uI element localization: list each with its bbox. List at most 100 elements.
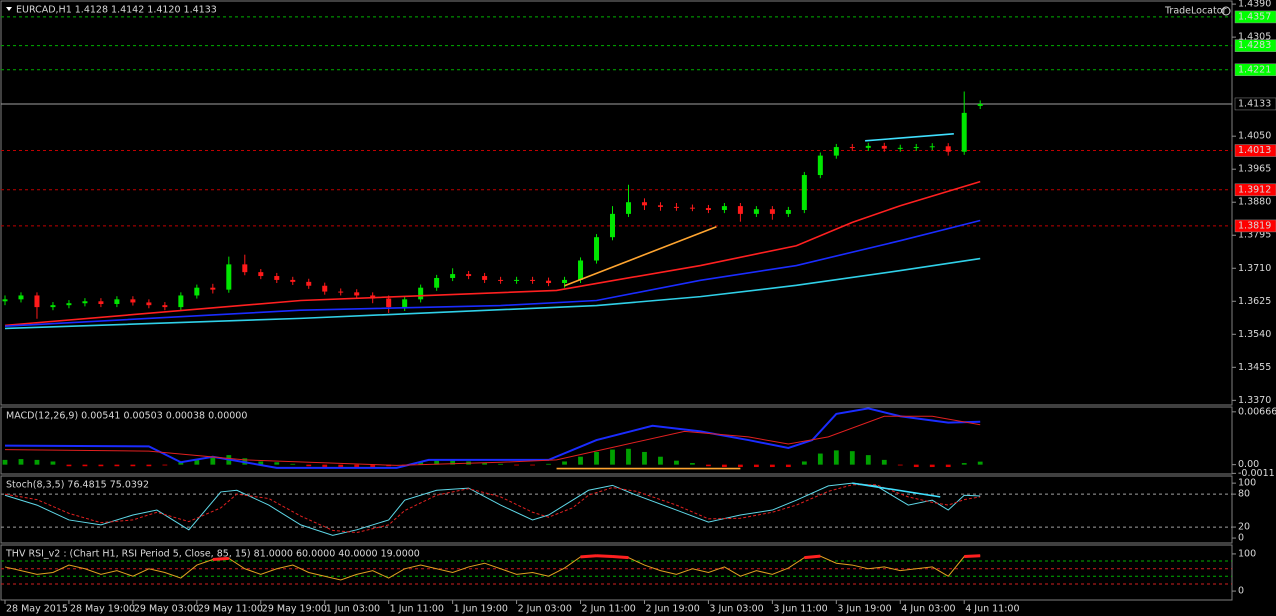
level-tag <box>1234 183 1276 197</box>
candle-body <box>322 285 328 292</box>
x-tick-label: 2 Jun 11:00 <box>582 604 636 615</box>
histogram-bar <box>274 462 280 465</box>
panel-title: THV RSI_v2 : (Chart H1, RSI Period 5, Cl… <box>5 549 420 560</box>
y-tick-label: 1.3625 <box>1238 296 1271 307</box>
level-tag <box>1234 10 1276 24</box>
histogram-bar <box>530 464 535 466</box>
x-tick-label: 3 Jun 11:00 <box>773 604 827 615</box>
histogram-bar <box>642 451 647 465</box>
y-tick-label: 0.00666 <box>1238 406 1276 417</box>
y-tick-label: 0 <box>1238 586 1244 597</box>
trendline <box>865 133 954 142</box>
watermark-icon <box>1221 6 1231 16</box>
y-tick-label: 1.4390 <box>1238 0 1271 10</box>
level-tag <box>1234 97 1276 111</box>
overbought-highlight <box>580 554 597 559</box>
candle-body <box>865 145 871 148</box>
menu-arrow[interactable] <box>6 7 12 11</box>
candle-body <box>625 202 631 214</box>
candle-body <box>737 206 743 214</box>
overbought-highlight <box>804 554 821 560</box>
level-tag <box>1234 219 1276 233</box>
histogram-bar <box>881 459 887 465</box>
candle-body <box>657 205 663 207</box>
histogram-bar <box>482 463 488 465</box>
y-tick-label: 1.3710 <box>1238 263 1271 274</box>
level-tag <box>1234 63 1276 77</box>
histogram-bar <box>450 460 456 465</box>
overbought-highlight <box>596 554 613 559</box>
histogram-bar <box>801 461 807 465</box>
candle-body <box>785 209 791 214</box>
candle-body <box>610 213 616 238</box>
histogram-bar <box>322 464 328 468</box>
histogram-bar <box>945 464 951 468</box>
candle-body <box>466 274 472 277</box>
candle-body <box>258 272 264 277</box>
histogram-bar <box>290 463 296 465</box>
candle-body <box>34 295 40 308</box>
histogram-bar <box>913 464 919 468</box>
level-tag-label: 1.3912 <box>1238 184 1271 195</box>
histogram-bar <box>865 455 871 465</box>
overbought-highlight <box>612 555 629 560</box>
histogram-bar <box>338 464 344 468</box>
histogram-bar <box>114 464 120 467</box>
level-tag-label: 1.4357 <box>1238 11 1271 22</box>
histogram-bar <box>817 453 823 465</box>
y-tick-label: 1.4305 <box>1238 32 1271 43</box>
candle-body <box>801 175 807 210</box>
x-tick-label: 3 Jun 03:00 <box>709 604 763 615</box>
candle-body <box>705 208 711 210</box>
x-tick-label: 2 Jun 19:00 <box>645 604 699 615</box>
histogram-bar <box>50 461 56 465</box>
y-tick-label: -0.0011 <box>1238 468 1275 479</box>
x-tick-label: 1 Jun 11:00 <box>390 604 444 615</box>
x-tick-label: 4 Jun 03:00 <box>901 604 955 615</box>
candle-body <box>434 277 440 288</box>
level-tag-label: 1.4283 <box>1238 40 1271 51</box>
y-tick-label: 1.3880 <box>1238 197 1271 208</box>
candle-body <box>514 279 520 281</box>
histogram-bar <box>833 450 839 465</box>
candle-body <box>849 147 855 149</box>
candle-body <box>98 301 104 304</box>
histogram-bar <box>498 463 503 465</box>
histogram-bar <box>658 456 663 465</box>
candle-body <box>546 280 552 284</box>
candle-body <box>881 145 887 149</box>
histogram-bar <box>98 464 104 467</box>
histogram-bar <box>562 461 567 465</box>
x-tick-label: 3 Jun 19:00 <box>837 604 891 615</box>
candle-body <box>274 276 280 280</box>
histogram-bar <box>210 457 216 465</box>
histogram-bar <box>738 464 743 468</box>
indicator-line <box>4 219 981 327</box>
candle-body <box>753 209 759 214</box>
indicator-line <box>4 180 981 327</box>
x-tick-label: 1 Jun 03:00 <box>326 604 380 615</box>
candle-body <box>641 202 647 206</box>
panel-frame <box>0 544 1233 601</box>
histogram-bar <box>130 464 136 467</box>
histogram-bar <box>2 459 8 465</box>
indicator-line <box>4 484 981 534</box>
level-tag <box>1234 39 1276 52</box>
candle-body <box>82 301 88 304</box>
indicator-line <box>4 407 981 469</box>
histogram-bar <box>706 464 711 467</box>
x-tick-label: 4 Jun 11:00 <box>965 604 1019 615</box>
candle-body <box>2 299 8 302</box>
candle-body <box>562 279 568 284</box>
x-tick-label: 29 May 03:00 <box>134 604 199 615</box>
trendline <box>564 225 717 287</box>
candle-body <box>114 299 120 304</box>
panel-title: MACD(12,26,9) 0.00541 0.00503 0.00038 0.… <box>6 411 247 422</box>
trendline <box>852 482 941 498</box>
y-tick-label: 0.00 <box>1238 459 1259 470</box>
histogram-bar <box>546 463 551 465</box>
y-tick-label: 1.4050 <box>1238 131 1271 142</box>
candle-body <box>578 260 584 280</box>
candle-body <box>178 295 184 308</box>
panel-title: EURCAD,H1 1.4128 1.4142 1.4120 1.4133 <box>16 5 217 16</box>
